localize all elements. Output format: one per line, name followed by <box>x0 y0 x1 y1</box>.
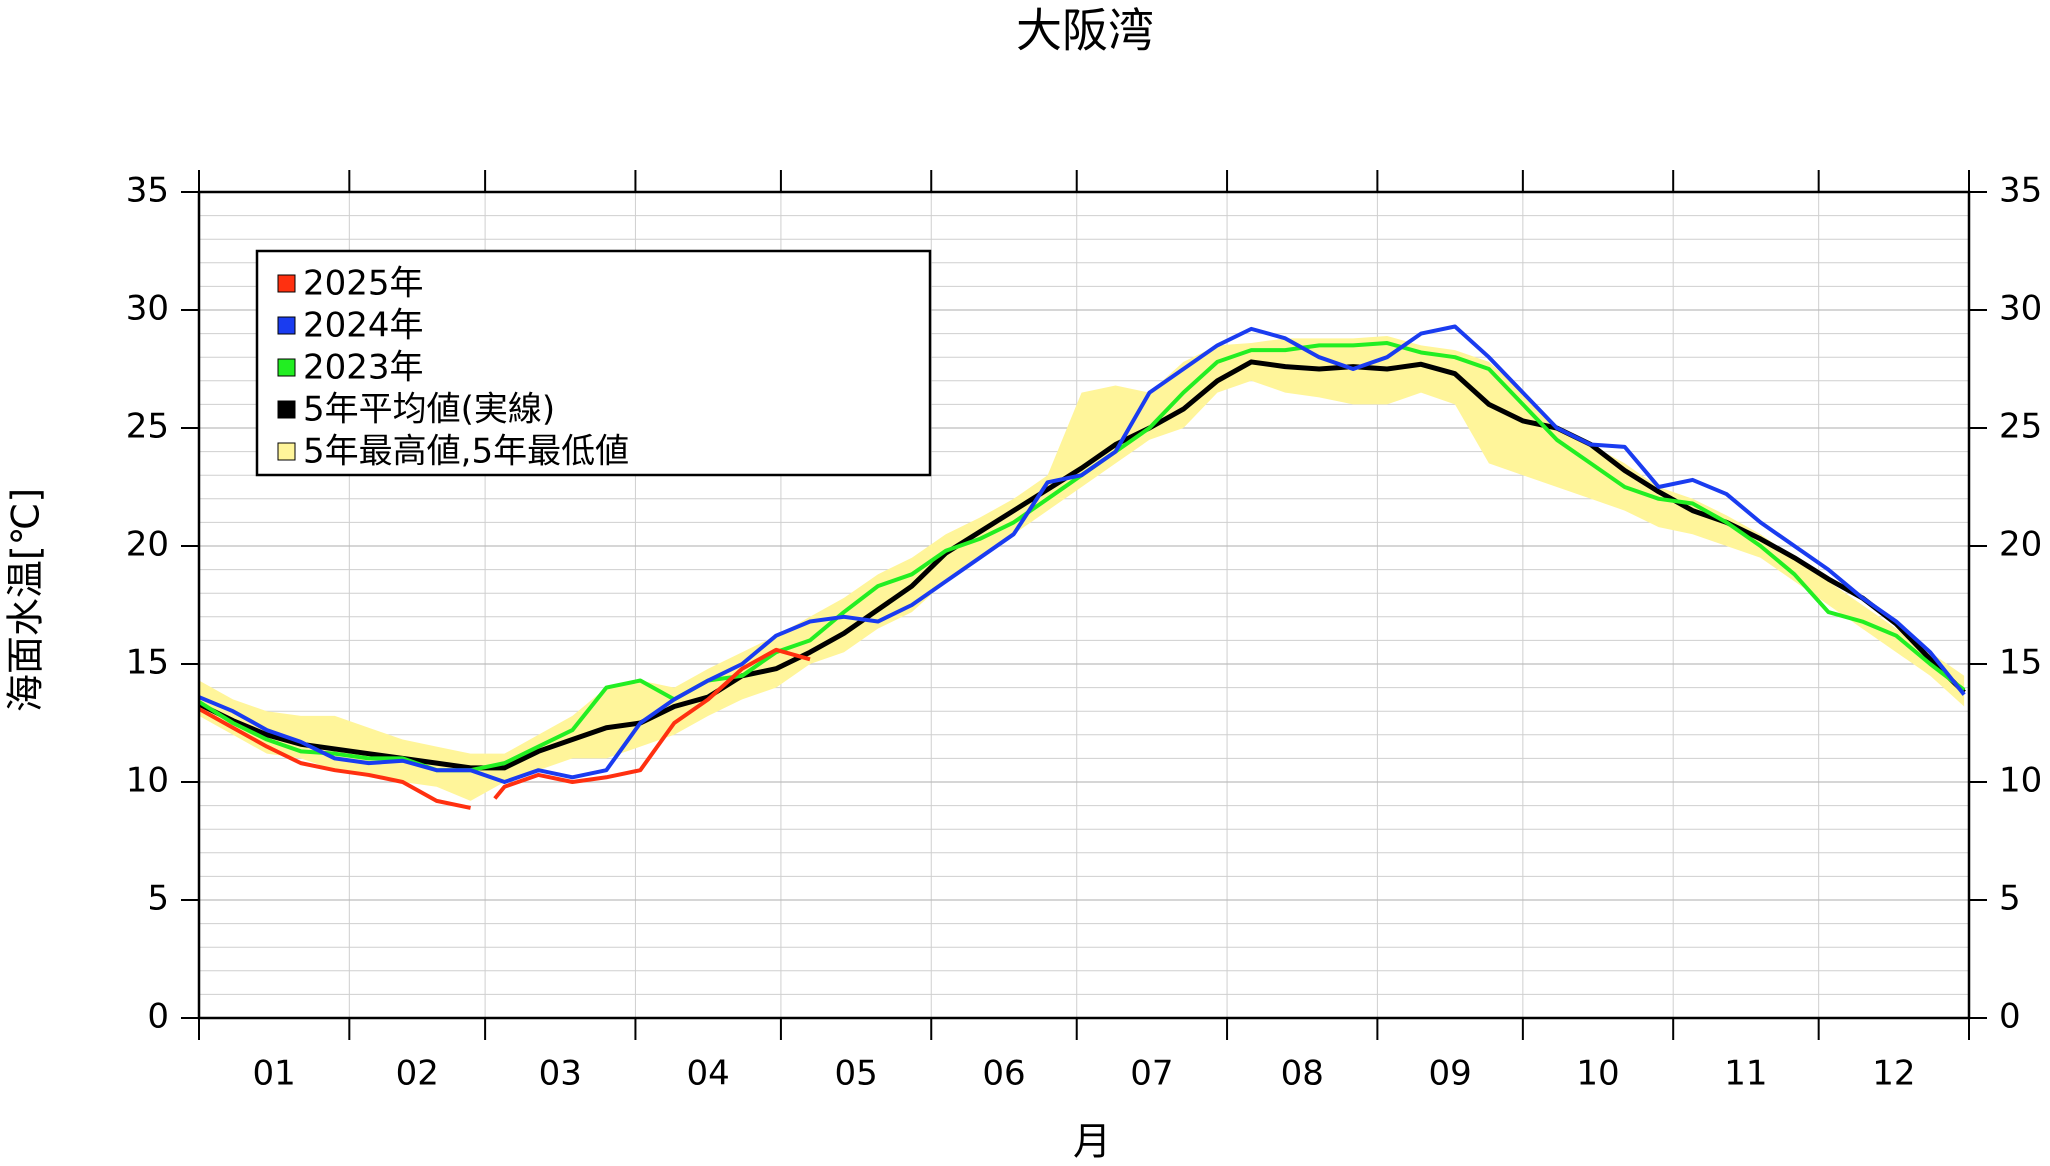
y-tick-label: 25 <box>126 407 169 447</box>
legend-label: 5年平均値(実線) <box>303 390 555 430</box>
y-tick-label: 15 <box>126 643 169 683</box>
y2-tick-label: 5 <box>1999 879 2021 919</box>
y-tick-label: 10 <box>126 761 169 801</box>
legend-swatch <box>277 274 296 293</box>
y-tick-label: 0 <box>147 997 169 1037</box>
x-tick-label: 01 <box>253 1054 296 1094</box>
legend-box <box>255 249 932 477</box>
y2-tick-label: 20 <box>1999 525 2042 565</box>
legend-label: 5年最高値,5年最低値 <box>303 432 629 472</box>
x-tick-label: 08 <box>1281 1054 1324 1094</box>
x-tick-label: 07 <box>1130 1054 1173 1094</box>
x-axis-label: 月 <box>1073 1120 1111 1164</box>
x-tick-label: 12 <box>1872 1054 1915 1094</box>
y2-tick-label: 35 <box>1999 171 2042 211</box>
min-max-band <box>199 335 1965 801</box>
legend-swatch <box>277 442 296 461</box>
x-tick-label: 06 <box>982 1054 1025 1094</box>
legend-swatch <box>277 316 296 335</box>
y2-tick-label: 0 <box>1999 997 2021 1037</box>
legend-label: 2023年 <box>303 348 424 388</box>
x-tick-label: 02 <box>396 1054 439 1094</box>
x-tick-label: 05 <box>834 1054 877 1094</box>
plot-area <box>199 324 1966 810</box>
y-tick-label: 30 <box>126 289 169 329</box>
x-tick-label: 09 <box>1428 1054 1471 1094</box>
legend-swatch <box>277 358 296 377</box>
x-tick-label: 11 <box>1724 1054 1767 1094</box>
x-tick-label: 03 <box>539 1054 582 1094</box>
y-tick-label: 35 <box>126 171 169 211</box>
y2-tick-label: 25 <box>1999 407 2042 447</box>
legend-label: 2025年 <box>303 264 424 304</box>
y2-tick-label: 30 <box>1999 289 2042 329</box>
plot-frame <box>197 190 1971 1020</box>
y-tick-label: 5 <box>147 879 169 919</box>
series-line <box>199 359 1966 771</box>
y-tick-label: 20 <box>126 525 169 565</box>
legend-swatch <box>277 400 296 419</box>
chart-title: 大阪湾 <box>1016 4 1154 58</box>
legend-label: 2024年 <box>303 306 424 346</box>
x-tick-label: 10 <box>1576 1054 1619 1094</box>
y2-tick-label: 15 <box>1999 643 2042 683</box>
y-axis-label: 海面水温[℃] <box>4 488 48 712</box>
series-line <box>199 324 1966 784</box>
x-tick-label: 04 <box>687 1054 730 1094</box>
series-line <box>199 647 811 810</box>
y2-tick-label: 10 <box>1999 761 2042 801</box>
